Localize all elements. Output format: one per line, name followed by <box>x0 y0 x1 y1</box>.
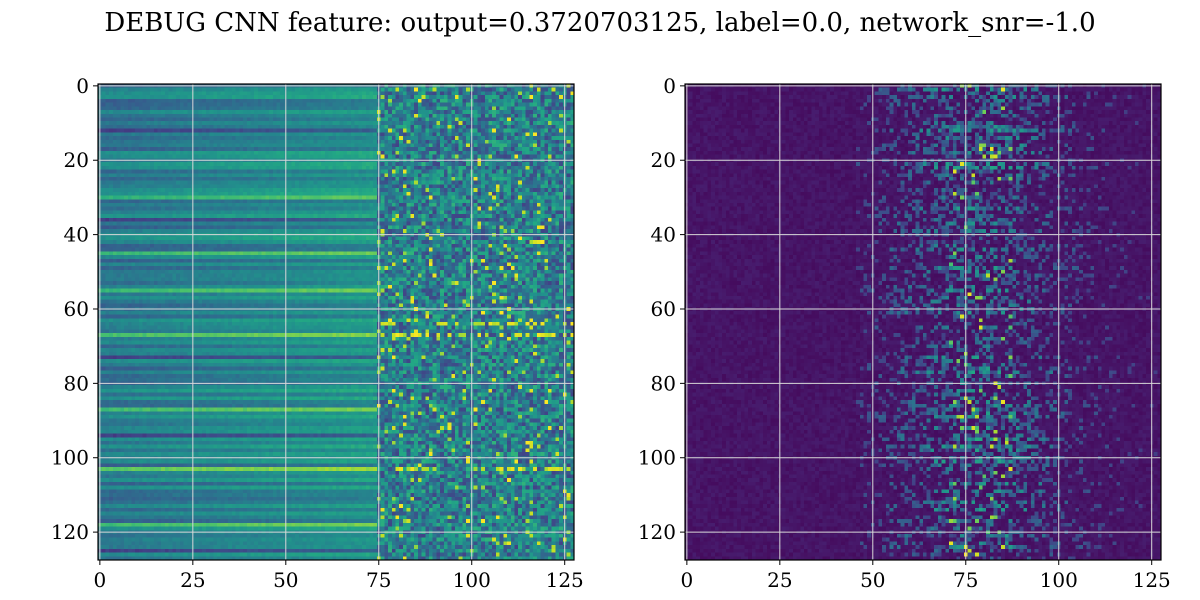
x-tick-label: 50 <box>273 568 298 592</box>
x-tick-label: 25 <box>767 568 792 592</box>
y-tick-label: 0 <box>76 74 89 98</box>
x-tick-label: 125 <box>546 568 584 592</box>
heatmap-panel-left: 0 25 50 75 100 125 0 20 40 60 80 100 120 <box>51 74 584 592</box>
y-tick-label: 40 <box>651 223 676 247</box>
heatmap-panel-right: 0 25 50 75 100 125 0 20 40 60 80 100 120 <box>638 74 1171 592</box>
y-tick-label: 60 <box>651 297 676 321</box>
y-tick-label: 80 <box>64 371 89 395</box>
x-tick-label: 50 <box>860 568 885 592</box>
x-tick-label: 25 <box>180 568 205 592</box>
heatmap-cells <box>685 84 1161 560</box>
y-tick-label: 20 <box>651 148 676 172</box>
y-tick-label: 20 <box>64 148 89 172</box>
y-tick-label: 40 <box>64 223 89 247</box>
y-tick-label: 100 <box>51 446 89 470</box>
x-tick-label: 100 <box>1040 568 1078 592</box>
figure-title: DEBUG CNN feature: output=0.3720703125, … <box>104 8 1096 38</box>
x-tick-label: 100 <box>453 568 491 592</box>
axes-frame <box>684 83 1162 561</box>
y-tick-label: 0 <box>663 74 676 98</box>
y-tick-label: 120 <box>51 520 89 544</box>
x-tick-label: 75 <box>366 568 391 592</box>
x-tick-label: 75 <box>953 568 978 592</box>
heatmap-cells <box>98 84 574 560</box>
axes-frame <box>97 83 575 561</box>
y-tick-label: 120 <box>638 520 676 544</box>
x-tick-label: 125 <box>1133 568 1171 592</box>
y-tick-label: 60 <box>64 297 89 321</box>
x-tick-label: 0 <box>680 568 693 592</box>
y-tick-label: 80 <box>651 371 676 395</box>
x-tick-label: 0 <box>93 568 106 592</box>
y-tick-label: 100 <box>638 446 676 470</box>
